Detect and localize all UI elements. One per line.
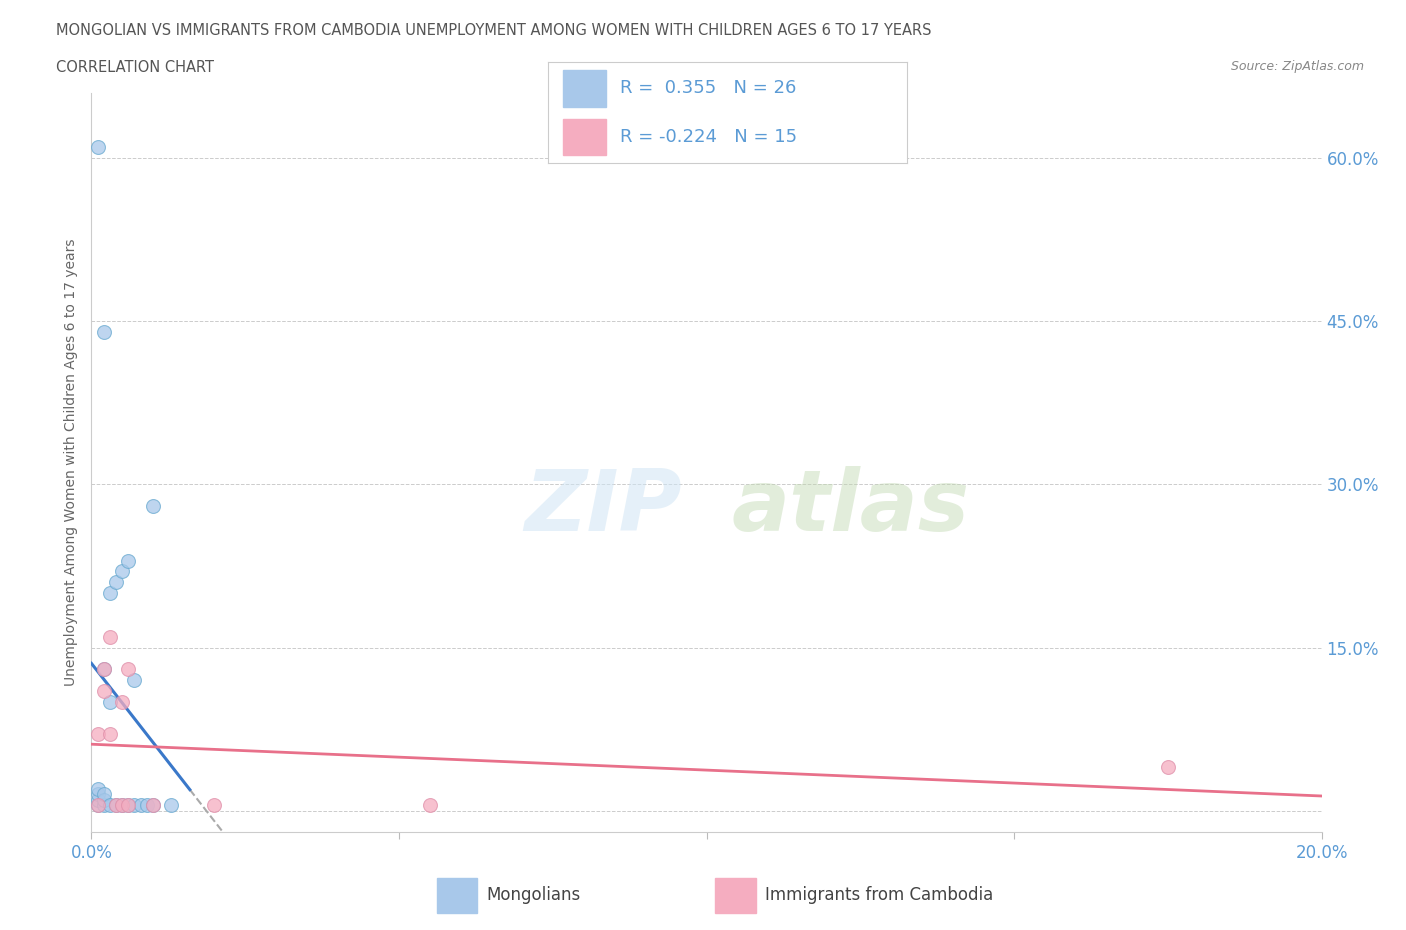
Point — [93, 792, 115, 807]
Text: Immigrants from Cambodia: Immigrants from Cambodia — [765, 886, 993, 904]
Point — [135, 798, 157, 813]
Point — [117, 798, 139, 813]
Bar — [562, 71, 606, 107]
Text: Mongolians: Mongolians — [486, 886, 581, 904]
Point — [202, 798, 225, 813]
Point — [86, 727, 108, 742]
Point — [86, 792, 108, 807]
Point — [93, 325, 115, 339]
Text: R = -0.224   N = 15: R = -0.224 N = 15 — [620, 127, 797, 146]
Point — [142, 798, 165, 813]
Point — [93, 798, 115, 813]
Point — [86, 781, 108, 796]
Point — [419, 798, 441, 813]
Point — [142, 498, 165, 513]
Point — [1157, 760, 1180, 775]
Point — [93, 684, 115, 698]
Point — [86, 140, 108, 154]
Point — [111, 798, 134, 813]
Point — [98, 586, 121, 601]
Point — [86, 798, 108, 813]
Y-axis label: Unemployment Among Women with Children Ages 6 to 17 years: Unemployment Among Women with Children A… — [65, 239, 79, 686]
Bar — [716, 878, 755, 913]
Text: Source: ZipAtlas.com: Source: ZipAtlas.com — [1230, 60, 1364, 73]
Point — [117, 662, 139, 677]
Point — [124, 672, 146, 687]
Point — [111, 564, 134, 578]
Point — [129, 798, 152, 813]
Point — [105, 798, 127, 813]
Point — [98, 727, 121, 742]
Text: ZIP: ZIP — [524, 466, 682, 549]
Point — [98, 695, 121, 710]
Point — [93, 787, 115, 802]
Point — [98, 630, 121, 644]
Bar — [437, 878, 477, 913]
Point — [111, 798, 134, 813]
Text: atlas: atlas — [731, 466, 969, 549]
Point — [124, 798, 146, 813]
Point — [93, 662, 115, 677]
Point — [105, 575, 127, 590]
Point — [86, 787, 108, 802]
Point — [98, 798, 121, 813]
Point — [93, 662, 115, 677]
Text: R =  0.355   N = 26: R = 0.355 N = 26 — [620, 79, 796, 98]
Point — [111, 695, 134, 710]
Point — [142, 798, 165, 813]
Bar — [562, 118, 606, 154]
Text: MONGOLIAN VS IMMIGRANTS FROM CAMBODIA UNEMPLOYMENT AMONG WOMEN WITH CHILDREN AGE: MONGOLIAN VS IMMIGRANTS FROM CAMBODIA UN… — [56, 23, 932, 38]
Point — [117, 798, 139, 813]
Point — [160, 798, 183, 813]
Point — [105, 798, 127, 813]
Text: CORRELATION CHART: CORRELATION CHART — [56, 60, 214, 75]
Point — [117, 553, 139, 568]
Point — [86, 798, 108, 813]
